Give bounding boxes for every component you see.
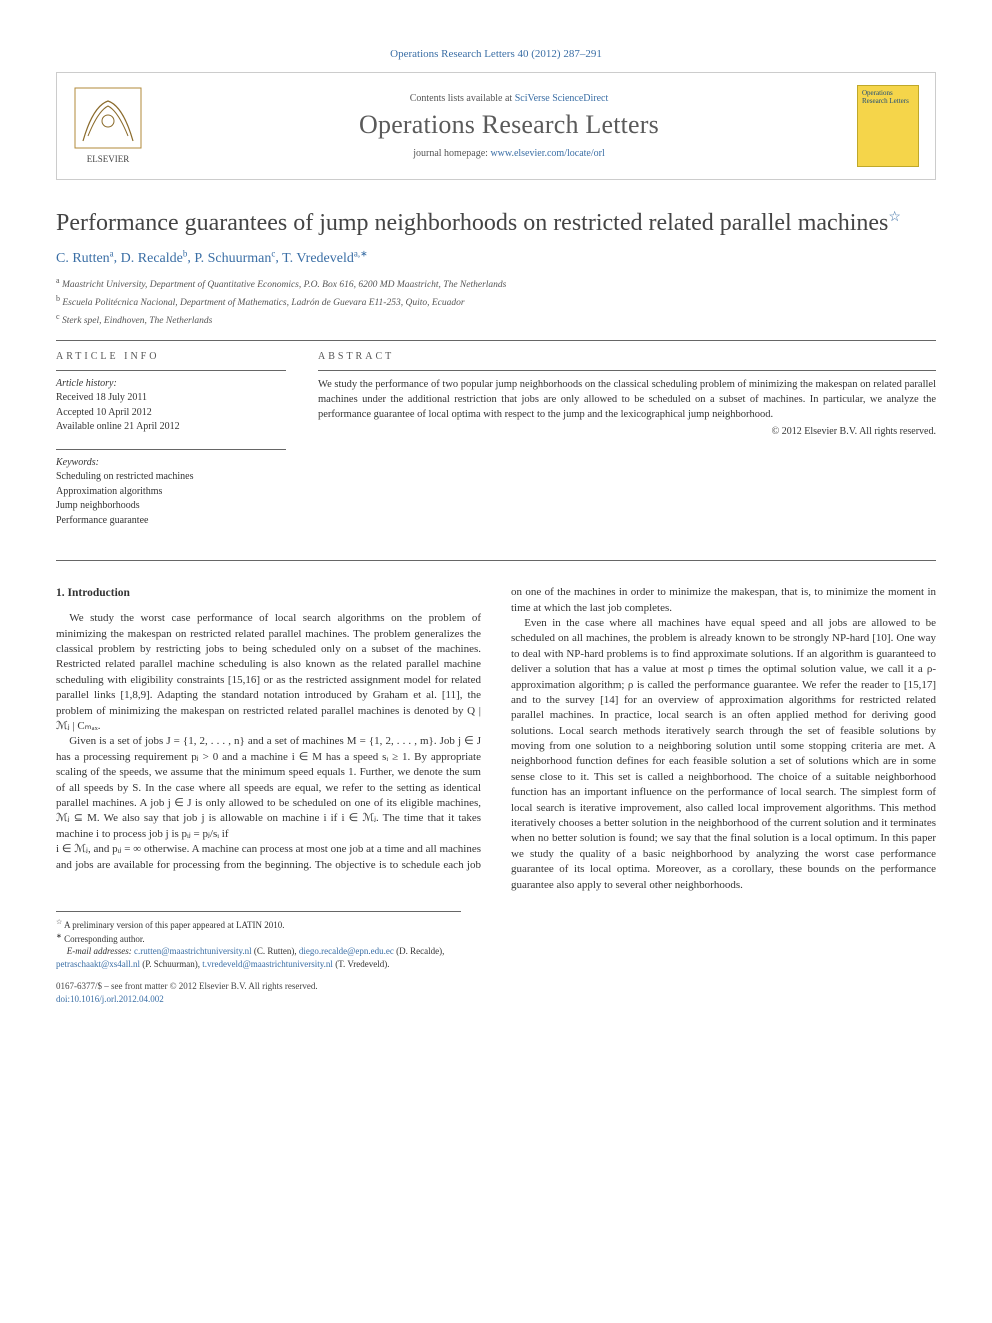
email-link[interactable]: diego.recalde@epn.edu.ec [299,946,394,956]
article-info-heading: ARTICLE INFO [56,351,286,362]
journal-homepage-line: journal homepage: www.elsevier.com/locat… [161,148,857,159]
footer: 0167-6377/$ – see front matter © 2012 El… [56,980,936,1005]
doi-link[interactable]: doi:10.1016/j.orl.2012.04.002 [56,993,936,1006]
journal-title: Operations Research Letters [161,110,857,140]
article-history: Article history: Received 18 July 2011 A… [56,370,286,435]
footnotes: ☆ A preliminary version of this paper ap… [56,911,461,970]
abstract-heading: ABSTRACT [318,351,936,362]
journal-homepage-link[interactable]: www.elsevier.com/locate/orl [490,148,604,159]
contents-available-line: Contents lists available at SciVerse Sci… [161,93,857,104]
citation-header: Operations Research Letters 40 (2012) 28… [56,48,936,60]
authors-line: C. Ruttena, D. Recaldeb, P. Schuurmanc, … [56,248,936,267]
paragraph: Even in the case where all machines have… [511,616,936,893]
author[interactable]: D. Recaldeb [121,251,188,266]
journal-cover-thumb: Operations Research Letters [857,85,919,167]
elsevier-logo: ELSEVIER [73,86,143,166]
keywords-block: Keywords: Scheduling on restricted machi… [56,449,286,529]
author[interactable]: T. Vredevelda,∗ [282,251,368,266]
section-heading: 1. Introduction [56,585,481,601]
author[interactable]: P. Schuurmanc [194,251,275,266]
article-title: Performance guarantees of jump neighborh… [56,208,936,238]
email-link[interactable]: petraschaakt@xs4all.nl [56,959,140,969]
journal-header-box: ELSEVIER Contents lists available at Sci… [56,72,936,180]
abstract-copyright: © 2012 Elsevier B.V. All rights reserved… [318,426,936,437]
abstract-text: We study the performance of two popular … [318,370,936,423]
author[interactable]: C. Ruttena [56,251,114,266]
sciencedirect-link[interactable]: SciVerse ScienceDirect [515,93,609,104]
divider [56,340,936,341]
affiliations: a Maastricht University, Department of Q… [56,275,936,330]
body-text: 1. Introduction We study the worst case … [56,585,936,893]
email-link[interactable]: t.vredeveld@maastrichtuniversity.nl [202,959,333,969]
divider [56,560,936,561]
title-footnote-marker: ☆ [888,210,901,225]
email-link[interactable]: c.rutten@maastrichtuniversity.nl [134,946,252,956]
svg-text:ELSEVIER: ELSEVIER [87,154,130,164]
paragraph: Given is a set of jobs J = {1, 2, . . . … [56,734,481,842]
paragraph: We study the worst case performance of l… [56,611,481,734]
